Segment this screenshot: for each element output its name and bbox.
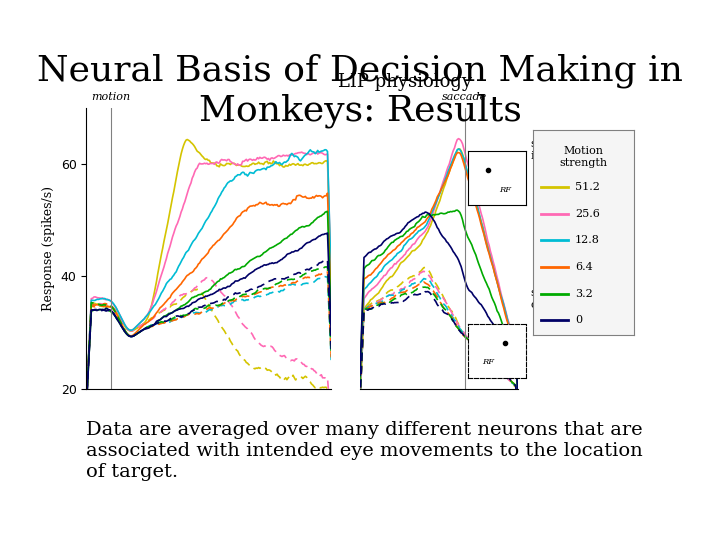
Text: motion: motion xyxy=(91,92,130,103)
Y-axis label: Response (spikes/s): Response (spikes/s) xyxy=(42,186,55,311)
Text: Neural Basis of Decision Making in
Monkeys: Results: Neural Basis of Decision Making in Monke… xyxy=(37,54,683,129)
Text: 6.4: 6.4 xyxy=(575,262,593,272)
Text: 51.2: 51.2 xyxy=(575,182,600,192)
Text: 12.8: 12.8 xyxy=(575,235,600,245)
Text: LIP physiology: LIP physiology xyxy=(338,73,472,91)
Text: RF: RF xyxy=(500,186,511,194)
Text: select T
out of RF: select T out of RF xyxy=(531,288,583,310)
Text: saccade: saccade xyxy=(442,92,487,103)
Text: Data are averaged over many different neurons that are
associated with intended : Data are averaged over many different ne… xyxy=(86,421,643,481)
Text: 3.2: 3.2 xyxy=(575,289,593,299)
Text: 25.6: 25.6 xyxy=(575,209,600,219)
Text: select T
in RF: select T in RF xyxy=(531,139,575,161)
Text: 0: 0 xyxy=(575,315,582,326)
Text: RF: RF xyxy=(482,359,494,367)
Text: Motion
strength: Motion strength xyxy=(559,146,607,167)
